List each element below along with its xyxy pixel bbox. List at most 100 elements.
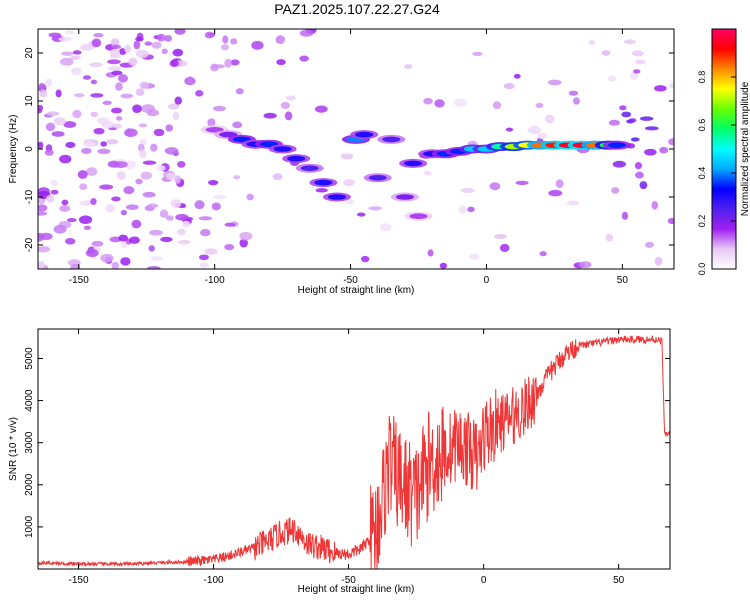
spectrogram-noise-cell [135,178,143,185]
spectrogram-noise-cell [45,122,56,132]
spectrogram-noise-cell [177,239,191,245]
spectrogram-noise-cell [379,223,392,232]
spectrogram-noise-cell [499,243,510,253]
spectrogram-noise-cell [135,88,145,96]
spectrogram-noise-cell [125,204,139,210]
spectrogram-noise-cell [284,111,293,121]
spectrogram-noise-cell [83,225,91,230]
spectrogram-noise-cell [368,206,383,211]
spectrogram-noise-cell [118,234,128,242]
spectrogram-noise-cell [635,171,644,179]
spectrogram-noise-cell [110,107,123,114]
spectrogram-noise-cell [340,153,354,160]
spectrogram-noise-cell [65,141,76,149]
spectrogram-noise-cell [621,111,632,118]
spectrogram-noise-cell [140,171,153,180]
spectrogram-noise-cell [221,44,230,51]
spectrogram-noise-cell [299,29,314,37]
x-tick-label: -50 [343,275,358,286]
snr-x-label: Height of straight line (km) [298,584,415,595]
spectrogram-noise-cell [63,121,77,128]
spectrogram-noise-cell [314,105,328,113]
spectrogram-noise-cell [110,38,120,47]
spectrogram-noise-cell [161,48,168,55]
spectrogram-noise-cell [315,188,328,193]
spectrogram-noise-cell [356,212,366,217]
y-tick-label: 20 [24,47,35,59]
x-tick-label: -150 [69,275,89,286]
spectrogram-noise-cell [146,203,159,209]
spectrogram-noise-cell [489,182,501,191]
spectrogram-noise-cell [153,128,165,137]
spectrogram-noise-cell [213,194,227,200]
spectrogram-noise-cell [224,222,236,227]
spectrogram-noise-cell [199,262,209,268]
colorbar-frame [711,28,737,270]
spectrogram-noise-cell [513,73,521,79]
spectrogram-noise-cell [133,40,141,50]
spectrogram-noise-cell [102,100,112,106]
spectrogram-noise-cell [39,89,48,98]
spectrogram-noise-cell [174,175,181,184]
spectrogram-noise-cell [611,187,620,194]
spectrogram-noise-cell [299,55,309,62]
spectrogram-noise-cell [172,48,184,57]
spectrogram-signal-cell [300,165,319,171]
spectrogram-noise-cell [91,38,102,48]
spectrogram-noise-cell [169,59,179,68]
spectrogram-noise-cell [639,116,654,121]
spectrogram-noise-cell [233,175,241,180]
spectrogram-noise-cell [44,78,53,88]
spectrogram-noise-cell [139,81,150,90]
spectrogram-signal-cell [382,136,401,143]
spectrogram-noise-cell [120,257,131,266]
spectrogram-noise-cell [54,117,66,126]
snr-x-ticks: -150 -100 -50 0 50 [69,329,625,586]
spectrogram-noise-cell [51,131,65,137]
spectrogram-noise-cell [93,32,104,38]
spectrogram-noise-cell [120,209,127,216]
spectrogram-noise-cell [58,36,72,42]
spectrogram-noise-cell [48,32,62,38]
snr-series-line [38,334,670,569]
spectrogram-noise-cell [123,186,135,195]
spectrogram-noise-cell [404,64,413,69]
spectrogram-noise-cell [276,59,286,66]
spectrogram-noise-cell [146,266,161,269]
spectrogram-noise-cell [235,88,244,95]
spectrogram-noise-cell [135,49,149,59]
spectrogram-noise-cell [77,170,88,179]
snr-frame [37,328,671,570]
spectrogram-noise-cell [230,59,240,66]
spectrogram-noise-cell [91,240,104,247]
colorbar-tick-label: 0.0 [697,263,707,276]
spectrogram-noise-cell [175,213,189,221]
spectrogram-noise-cell [80,43,94,51]
spectrogram-noise-cell [142,191,156,198]
spectrogram-noise-cell [275,35,285,44]
spectrogram-noise-cell [146,109,159,117]
spectrogram-noise-cell [177,161,186,168]
spectrogram-noise-cell [38,82,46,90]
spectrogram-noise-cell [132,104,142,114]
spectrogram-noise-cell [112,123,122,129]
spectrogram-noise-cell [230,38,238,45]
spectrogram-noise-cell [164,34,173,42]
spectrogram-noise-cell [630,71,638,81]
spectrogram-noise-cell [492,101,502,110]
x-tick-label: 50 [617,275,629,286]
spectrogram-noise-cell [59,205,71,212]
spectrogram-noise-cell [116,171,126,180]
spectrogram-noise-cell [535,102,544,108]
spectrogram-noise-cell [66,217,77,223]
spectrogram-noise-cell [232,121,243,129]
spectrogram-noise-cell [111,70,123,76]
spectrogram-signal-cell [273,146,292,152]
spectrogram-noise-cell [38,246,51,253]
spectrogram-noise-cell [555,179,564,189]
snr-plot-area [38,329,670,569]
spectrogram-noise-cell [212,105,226,112]
spectrogram-noise-cell [423,97,433,105]
